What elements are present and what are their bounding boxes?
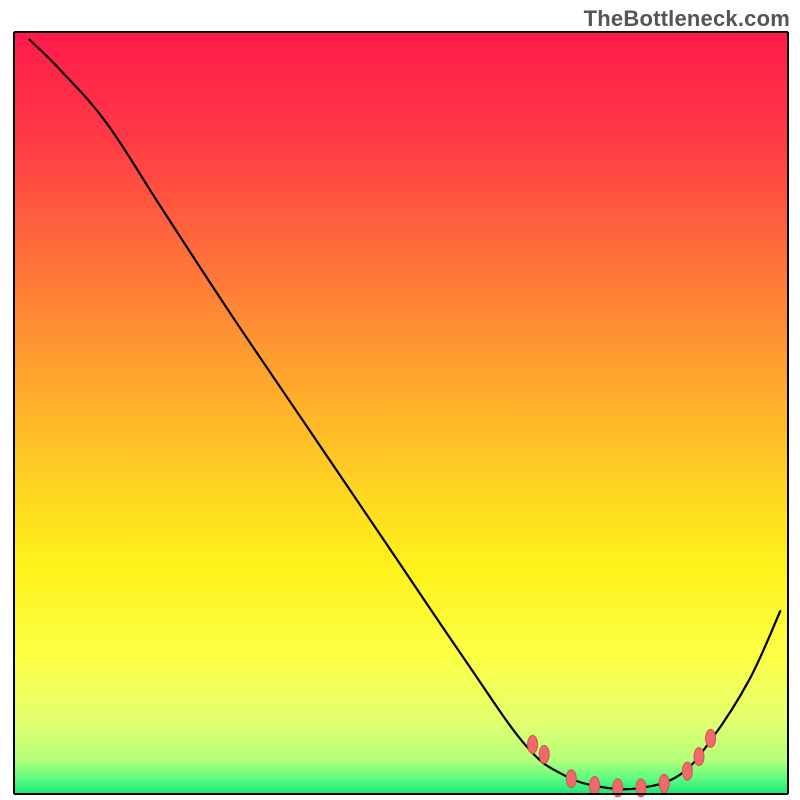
curve-marker <box>590 777 600 795</box>
curve-marker <box>539 745 549 763</box>
plot-background <box>14 32 788 794</box>
curve-marker <box>694 748 704 766</box>
curve-marker <box>706 729 716 747</box>
curve-marker <box>566 770 576 788</box>
curve-marker <box>659 774 669 792</box>
watermark-text: TheBottleneck.com <box>584 6 790 32</box>
curve-marker <box>528 735 538 753</box>
chart-canvas <box>0 0 800 800</box>
bottleneck-chart: TheBottleneck.com <box>0 0 800 800</box>
curve-marker <box>682 762 692 780</box>
